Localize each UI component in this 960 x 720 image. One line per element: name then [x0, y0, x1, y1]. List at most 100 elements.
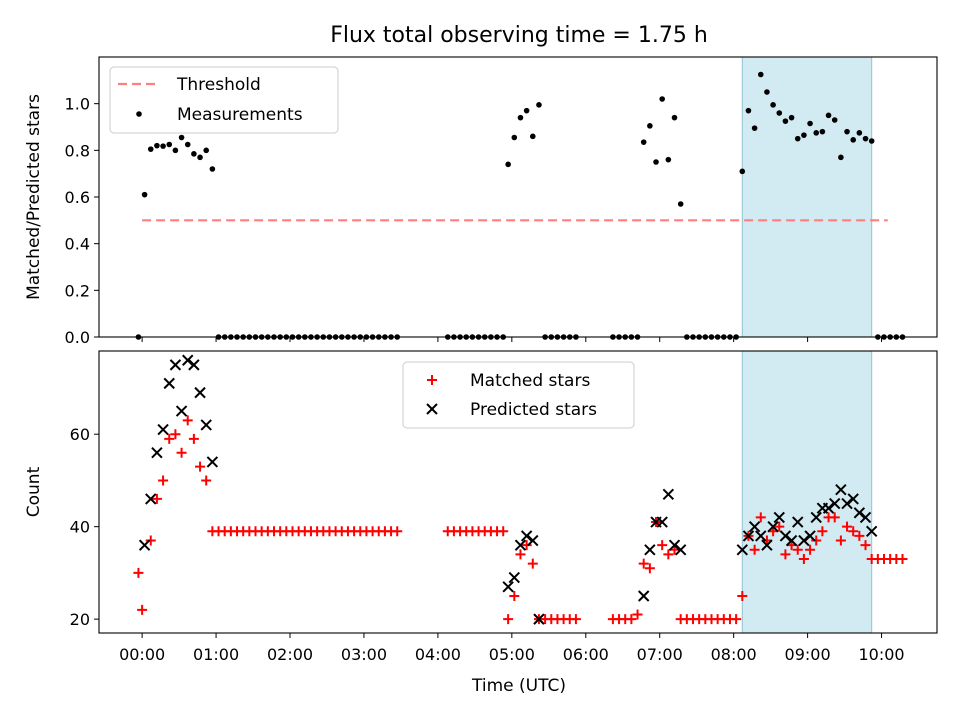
x-tick-label: 00:00: [119, 645, 165, 664]
data-point: [761, 539, 773, 551]
data-point: [822, 502, 835, 514]
data-point: [764, 89, 770, 95]
data-point: [859, 511, 872, 524]
data-point: [856, 130, 863, 136]
data-point: [804, 530, 816, 542]
data-point: [780, 549, 791, 560]
y-axis-label: Matched/Predicted stars: [24, 94, 44, 300]
data-point: [792, 544, 803, 555]
data-point: [520, 530, 533, 542]
data-point: [798, 534, 810, 547]
data-point: [767, 520, 779, 533]
y-tick-label: 20: [70, 610, 90, 629]
data-point: [191, 151, 197, 157]
x-tick-label: 04:00: [415, 645, 461, 664]
x-tick-label: 10:00: [858, 645, 904, 664]
data-point: [842, 521, 853, 532]
data-point: [825, 112, 832, 119]
data-point: [517, 114, 524, 121]
data-point: [757, 71, 764, 78]
data-point: [188, 433, 199, 444]
data-point: [737, 591, 748, 602]
data-point: [626, 614, 637, 625]
data-point: [154, 142, 160, 149]
data-point: [813, 130, 820, 136]
data-point: [853, 507, 866, 519]
data-point: [200, 419, 212, 431]
data-point: [788, 114, 795, 121]
data-point: [656, 516, 668, 528]
data-point: [175, 405, 188, 417]
data-point: [182, 415, 193, 426]
data-point: [644, 563, 655, 574]
data-point: [748, 520, 761, 533]
data-point: [529, 133, 536, 140]
data-point: [508, 571, 521, 584]
y-tick-label: 40: [70, 518, 90, 537]
data-point: [201, 475, 212, 486]
x-tick-label: 09:00: [785, 645, 831, 664]
data-point: [782, 118, 789, 124]
data-point: [805, 544, 816, 555]
data-point: [509, 591, 520, 602]
data-point: [785, 534, 798, 547]
data-point: [147, 146, 154, 152]
x-axis-label: Time (UTC): [471, 676, 566, 696]
legend-threshold-label: Threshold: [176, 75, 261, 95]
legend-predicted-label: Predicted stars: [470, 400, 597, 420]
data-point: [841, 497, 853, 510]
data-point: [570, 614, 581, 625]
data-point: [178, 134, 185, 141]
data-point: [523, 107, 530, 114]
data-point: [170, 429, 181, 440]
data-point: [848, 526, 859, 537]
data-point: [776, 110, 783, 116]
data-point: [854, 530, 865, 541]
data-point: [209, 166, 216, 172]
data-point: [770, 102, 776, 108]
data-point: [157, 423, 169, 436]
data-point: [503, 614, 514, 625]
data-point: [647, 123, 653, 129]
legend: Matched stars Predicted stars: [402, 361, 635, 429]
legend-box: [402, 361, 635, 429]
data-point: [773, 511, 785, 524]
data-point: [819, 128, 826, 135]
chart-title: Flux total observing time = 1.75 h: [330, 23, 708, 48]
legend-box: [109, 66, 339, 134]
data-point: [194, 386, 206, 399]
data-point: [835, 483, 847, 496]
data-point: [160, 143, 166, 149]
data-point: [736, 544, 748, 556]
y-tick-label: 0.2: [65, 281, 90, 300]
data-point: [164, 433, 175, 444]
data-point: [184, 141, 191, 148]
data-point: [172, 147, 179, 154]
data-point: [158, 475, 169, 486]
data-point: [203, 147, 210, 154]
data-point: [779, 530, 792, 542]
legend-predicted-swatch: [426, 403, 438, 415]
data-point: [638, 558, 649, 569]
y-tick-label: 1.0: [65, 95, 90, 114]
data-point: [521, 540, 532, 551]
data-point: [663, 549, 674, 560]
legend-matched-swatch: [427, 375, 437, 385]
data-point: [745, 107, 752, 114]
data-point: [163, 377, 175, 390]
data-point: [792, 516, 804, 528]
data-point: [665, 156, 672, 163]
data-point: [151, 493, 162, 504]
data-point: [742, 530, 755, 542]
data-point: [195, 461, 206, 472]
data-point: [835, 535, 846, 546]
data-point: [751, 125, 758, 131]
data-point: [811, 535, 822, 546]
data-point: [850, 137, 856, 143]
data-point: [533, 613, 545, 625]
data-point: [829, 497, 841, 510]
data-point: [798, 554, 809, 565]
data-point: [138, 539, 151, 551]
data-point: [176, 447, 187, 458]
